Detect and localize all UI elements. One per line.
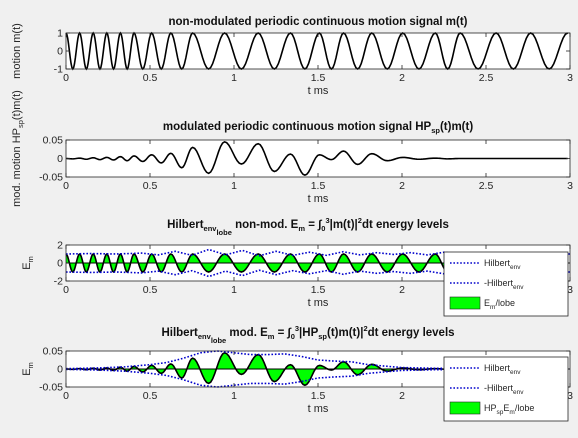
x-tick-label: 0.5 [143, 180, 158, 192]
x-tick-label: 0 [63, 284, 69, 296]
legend-label: HPspEm/lobe [484, 403, 534, 416]
x-axis-label: t ms [308, 403, 329, 415]
x-tick-label: 0.5 [143, 284, 158, 296]
y-tick-label: -0.05 [39, 172, 63, 184]
x-tick-label: 1.5 [311, 390, 326, 402]
x-axis-label: t ms [308, 297, 329, 309]
x-tick-label: 1 [231, 180, 237, 192]
y-axis-label-1: motion m(t) [11, 23, 23, 79]
x-tick-label: 1.5 [311, 72, 326, 84]
chart-title: Hilbertenvlobe non-mod. Em = ∫03|m(t)|2d… [167, 216, 449, 237]
legend-label: Hilbertenv [484, 258, 521, 271]
x-tick-label: 3 [567, 72, 573, 84]
x-tick-label: 1 [231, 72, 237, 84]
legend-label: -Hilbertenv [484, 278, 524, 291]
neg-hilbert-env-line [65, 368, 570, 388]
x-tick-label: 2.5 [479, 72, 494, 84]
y-tick-label: -1 [54, 64, 63, 76]
y-tick-label: 0 [57, 46, 63, 58]
signal-line [65, 140, 568, 177]
x-tick-label: 2 [399, 390, 405, 402]
x-tick-label: 2 [399, 72, 405, 84]
legend-swatch-patch [449, 401, 481, 415]
x-tick-label: 1 [231, 390, 237, 402]
y-tick-label: 0 [57, 153, 63, 165]
legend-label: Em/lobe [484, 298, 515, 311]
chart-title: modulated periodic continuous motion sig… [163, 121, 473, 135]
x-axis-label: t ms [308, 85, 329, 97]
y-axis-label-2: mod. motion HPsp(t)m(t) [11, 90, 25, 207]
y-tick-label: 0.05 [43, 346, 64, 358]
x-tick-label: 3 [567, 390, 573, 402]
y-tick-label: 2 [57, 240, 63, 252]
y-axis-label: Em [21, 362, 35, 376]
x-tick-label: 2 [399, 180, 405, 192]
x-tick-label: 2.5 [479, 180, 494, 192]
y-tick-label: 1 [57, 28, 63, 40]
x-tick-label: 0 [63, 72, 69, 84]
x-tick-label: 0 [63, 390, 69, 402]
x-tick-label: 2 [399, 284, 405, 296]
x-tick-label: 3 [567, 180, 573, 192]
y-tick-label: -2 [54, 276, 63, 288]
x-axis-label: t ms [308, 193, 329, 205]
y-tick-label: 0 [57, 364, 63, 376]
hilbert-env-line [65, 350, 570, 370]
legend-label: -Hilbertenv [484, 383, 524, 396]
x-tick-label: 0.5 [143, 72, 158, 84]
y-axis-label: Em [21, 256, 35, 270]
chart-title: non-modulated periodic continuous motion… [169, 16, 468, 28]
x-tick-label: 1 [231, 284, 237, 296]
x-tick-label: 1.5 [311, 284, 326, 296]
y-tick-label: 0 [57, 258, 63, 270]
legend-label: Hilbertenv [484, 363, 521, 376]
legend: Hilbertenv -Hilbertenv HPspEm/lobe [443, 356, 569, 422]
legend-swatch-patch [449, 296, 481, 310]
x-tick-label: 1.5 [311, 180, 326, 192]
y-tick-label: 0.05 [43, 135, 64, 147]
y-tick-label: -0.05 [39, 382, 63, 394]
x-tick-label: 0.5 [143, 390, 158, 402]
x-tick-label: 3 [567, 284, 573, 296]
x-tick-label: 0 [63, 180, 69, 192]
plot-area [66, 33, 570, 69]
legend: Hilbertenv -Hilbertenv Em/lobe [443, 251, 569, 317]
chart-title: Hilbertenvlobe mod. Em = ∫03|HPsp(t)m(t)… [161, 324, 454, 345]
